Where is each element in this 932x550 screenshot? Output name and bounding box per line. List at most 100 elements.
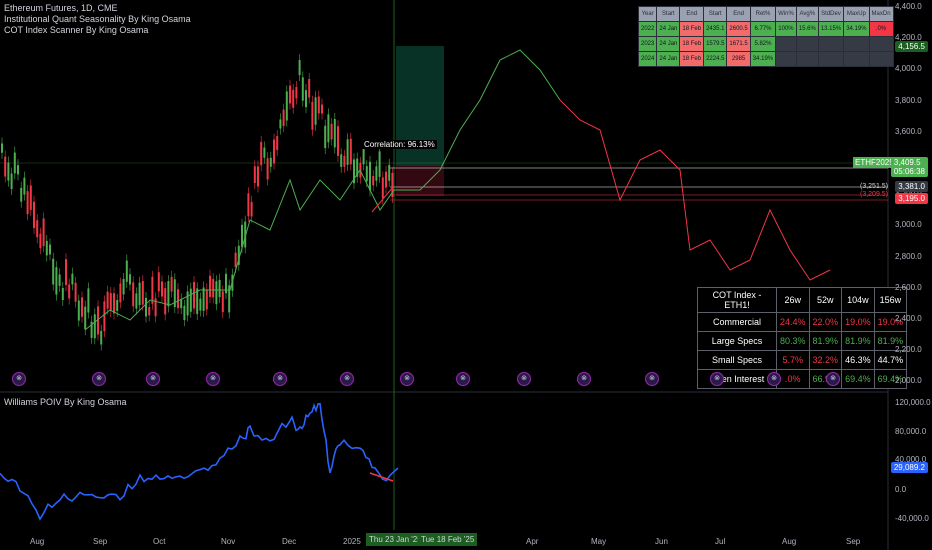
indicator-cot-label[interactable]: COT Index Scanner By King Osama — [4, 25, 149, 35]
candle — [193, 282, 195, 309]
candle — [113, 293, 115, 314]
candle — [279, 119, 282, 129]
season-cell — [795, 36, 819, 52]
candle — [237, 245, 240, 265]
cot-value: 80.3% — [776, 331, 810, 351]
candle — [202, 287, 205, 311]
candle — [36, 220, 39, 238]
cot-row-label: Commercial — [697, 312, 777, 332]
event-marker-icon[interactable]: ⊗ — [517, 372, 531, 386]
event-marker-icon[interactable]: ⊗ — [710, 372, 724, 386]
time-axis-label: Nov — [221, 537, 236, 546]
candle — [173, 279, 176, 308]
event-marker-icon[interactable]: ⊗ — [456, 372, 470, 386]
event-marker-icon[interactable]: ⊗ — [92, 372, 106, 386]
cot-value: 22.0% — [808, 312, 843, 332]
candle — [305, 90, 307, 108]
event-marker-icon[interactable]: ⊗ — [400, 372, 414, 386]
season-row: 2022 24 Jan 18 Feb 2435.1 2600.5 6.77% 100% 15.… — [637, 21, 894, 37]
price-axis-label: 2,400.0 — [895, 314, 922, 323]
symbol-tag: ETHF2025 — [853, 157, 896, 168]
cot-value: 81.9% — [808, 331, 843, 351]
candle — [241, 224, 243, 248]
cot-value: 24.4% — [776, 312, 810, 332]
candle — [317, 96, 320, 114]
candle — [381, 177, 384, 199]
season-cell: 18 Feb — [679, 21, 705, 37]
candle — [391, 172, 394, 198]
indicator-seasonality-label[interactable]: Institutional Quant Seasonality By King … — [4, 14, 191, 24]
candle — [333, 119, 336, 148]
candle — [273, 139, 275, 164]
candle — [276, 136, 279, 150]
price-axis-label: 3,000.0 — [895, 220, 922, 230]
event-marker-icon[interactable]: ⊗ — [767, 372, 781, 386]
candle — [61, 287, 64, 301]
time-axis-label: Oct — [153, 537, 166, 546]
candle — [7, 162, 10, 181]
candle — [167, 281, 170, 307]
candle — [129, 274, 131, 285]
season-header-cell: Avg% — [795, 6, 819, 22]
candle — [1, 143, 3, 153]
season-cell — [775, 36, 797, 52]
candle — [250, 201, 253, 217]
event-marker-icon[interactable]: ⊗ — [826, 372, 840, 386]
season-cell: 100% — [775, 21, 797, 37]
candle — [87, 288, 90, 313]
event-marker-icon[interactable]: ⊗ — [340, 372, 354, 386]
event-marker-icon[interactable]: ⊗ — [12, 372, 26, 386]
candle — [93, 314, 96, 339]
candle — [180, 299, 183, 309]
candle — [228, 285, 231, 313]
event-marker-icon[interactable]: ⊗ — [577, 372, 591, 386]
candle — [29, 185, 32, 210]
candle — [100, 330, 103, 345]
event-marker-icon[interactable]: ⊗ — [146, 372, 160, 386]
season-cell: 2224.5 — [703, 51, 728, 67]
candle — [257, 166, 259, 187]
candle — [77, 300, 80, 321]
candle — [301, 77, 304, 101]
candle — [385, 171, 387, 188]
price-axis-label: 3,600.0 — [895, 126, 922, 136]
cot-index-table: COT Index - ETH1! 26w 52w 104w 156w Commerc… — [697, 287, 908, 389]
candle — [321, 104, 323, 114]
event-marker-icon[interactable]: ⊗ — [206, 372, 220, 386]
candle — [337, 126, 339, 156]
cot-value: .0% — [776, 369, 810, 389]
candle — [33, 201, 35, 228]
season-cell: 24 Jan — [656, 21, 681, 37]
candle — [125, 260, 128, 282]
seasonality-table: Year Start End Start End Ret% Win% Avg% StdDev Ma… — [637, 6, 894, 67]
candle — [196, 288, 199, 314]
candle — [285, 91, 288, 121]
candle — [353, 159, 355, 184]
event-marker-icon[interactable]: ⊗ — [273, 372, 287, 386]
season-cell: 2600.5 — [726, 21, 751, 37]
candle — [74, 282, 77, 302]
candle — [346, 139, 349, 165]
cot-row-label: Large Specs — [697, 331, 777, 351]
season-cell — [843, 36, 870, 52]
season-row: 2023 24 Jan 18 Feb 1579.5 1671.5 5.82% — [637, 36, 894, 52]
cot-value: 19.0% — [841, 312, 875, 332]
candle — [13, 152, 16, 174]
candle — [177, 289, 179, 309]
candle — [269, 157, 272, 167]
poiv-legend[interactable]: Williams POIV By King Osama — [4, 397, 127, 407]
candle — [356, 158, 359, 177]
season-header-cell: Start — [703, 6, 728, 22]
indicator-tag: 29,089.2 — [890, 462, 928, 473]
candle — [263, 147, 266, 158]
season-cell — [817, 36, 845, 52]
price-axis-label: 2,200.0 — [895, 345, 922, 355]
cot-row: Open Interest.0%66.9%69.4%69.4% — [697, 369, 908, 389]
price-axis-label: 4,000.0 — [895, 64, 922, 74]
candle — [116, 299, 119, 311]
candle — [141, 281, 144, 305]
candle — [161, 281, 163, 297]
event-marker-icon[interactable]: ⊗ — [645, 372, 659, 386]
